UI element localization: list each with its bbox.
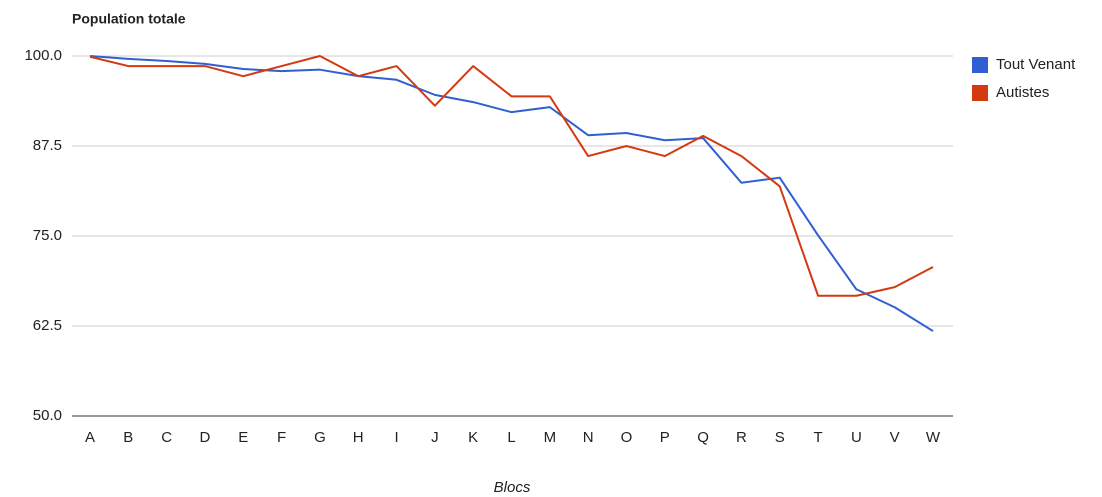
x-tick-label: G <box>314 429 326 446</box>
x-tick-label: O <box>621 429 633 446</box>
x-tick-label: W <box>926 429 941 446</box>
x-tick-label: U <box>851 429 862 446</box>
x-tick-label: I <box>394 429 398 446</box>
x-tick-label: Q <box>697 429 709 446</box>
chart-title: Population totale <box>72 11 186 27</box>
x-tick-label: M <box>544 429 557 446</box>
y-tick-label: 87.5 <box>33 137 62 154</box>
x-tick-label: T <box>813 429 822 446</box>
x-tick-label: L <box>507 429 515 446</box>
x-tick-label: V <box>890 429 900 446</box>
x-tick-label: J <box>431 429 439 446</box>
legend-swatch <box>972 57 988 73</box>
x-axis-label: Blocs <box>494 479 531 496</box>
x-tick-label: S <box>775 429 785 446</box>
legend-swatch <box>972 85 988 101</box>
x-tick-label: R <box>736 429 747 446</box>
x-tick-label: F <box>277 429 286 446</box>
x-tick-label: P <box>660 429 670 446</box>
y-tick-label: 100.0 <box>24 47 62 64</box>
legend-label: Autistes <box>996 84 1049 101</box>
y-tick-label: 50.0 <box>33 407 62 424</box>
x-tick-label: H <box>353 429 364 446</box>
series-line <box>89 55 934 297</box>
y-tick-label: 62.5 <box>33 317 62 334</box>
x-tick-label: C <box>161 429 172 446</box>
x-tick-label: E <box>238 429 248 446</box>
y-tick-label: 75.0 <box>33 227 62 244</box>
series-line <box>89 55 934 332</box>
x-tick-label: N <box>583 429 594 446</box>
x-tick-label: D <box>200 429 211 446</box>
legend-label: Tout Venant <box>996 56 1076 73</box>
x-tick-label: K <box>468 429 478 446</box>
x-tick-label: A <box>85 429 95 446</box>
x-tick-label: B <box>123 429 133 446</box>
